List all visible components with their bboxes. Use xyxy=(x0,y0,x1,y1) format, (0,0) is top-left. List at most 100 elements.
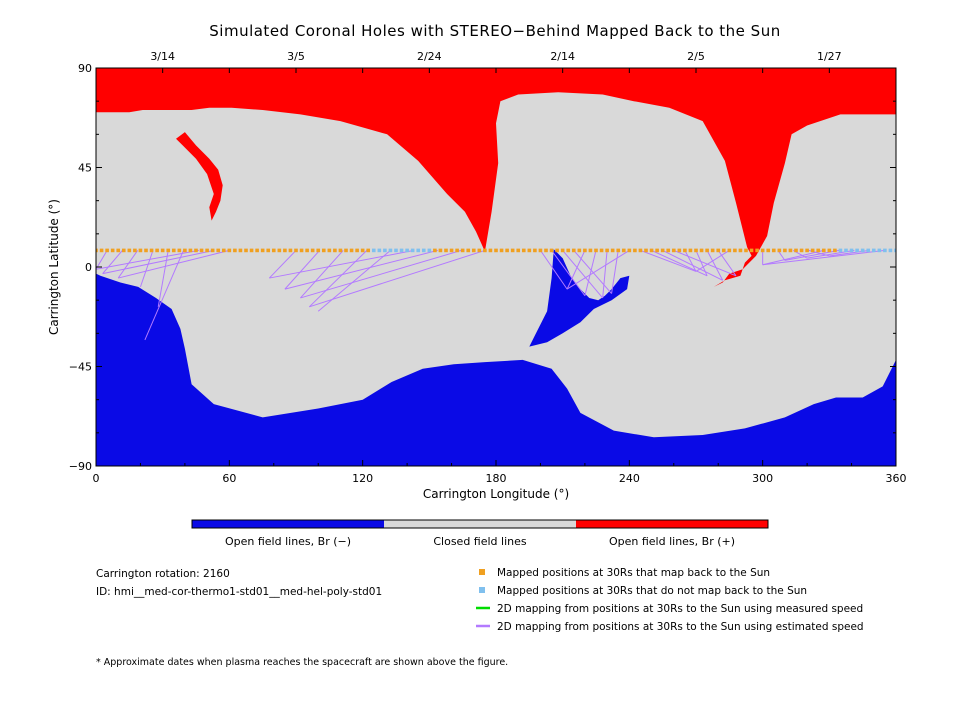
mapped-position-marker xyxy=(555,248,559,253)
colorbar-frame xyxy=(191,519,769,529)
mapped-position-marker xyxy=(810,248,815,253)
mapping-line xyxy=(706,250,724,281)
mapped-position-marker xyxy=(705,248,709,253)
mapped-position-marker xyxy=(605,248,609,253)
mapped-position-marker xyxy=(149,248,154,253)
mapped-position-marker xyxy=(827,248,832,253)
top-date-label: 3/14 xyxy=(150,50,175,63)
mapped-position-marker xyxy=(538,248,543,253)
footnote-text: * Approximate dates when plasma reaches … xyxy=(96,657,508,668)
mapped-position-marker xyxy=(766,248,771,253)
mapped-position-marker xyxy=(510,248,515,253)
mapped-position-marker xyxy=(238,248,243,253)
mapping-line xyxy=(695,250,708,277)
mapped-position-marker xyxy=(99,248,104,253)
mapped-position-marker xyxy=(783,248,787,253)
mapped-position-marker xyxy=(649,248,654,253)
equatorial-coronal-hole-negative xyxy=(529,249,630,347)
mapped-position-marker xyxy=(360,248,365,253)
x-tick-label: 60 xyxy=(222,472,236,485)
colorbar: Open field lines, Br (−) Closed field lin… xyxy=(191,519,769,548)
mapped-position-marker xyxy=(383,248,387,253)
mapped-position-marker xyxy=(666,248,671,253)
mapped-position-marker xyxy=(355,248,359,253)
mapped-position-marker xyxy=(160,248,165,253)
mapped-position-marker xyxy=(694,248,698,253)
mapped-position-marker xyxy=(105,248,109,253)
model-id-text: ID: hmi__med-cor-thermo1-std01__med-hel-… xyxy=(96,586,382,598)
x-tick-label: 300 xyxy=(752,472,773,485)
mapped-position-marker xyxy=(871,248,876,253)
mapped-position-marker xyxy=(466,248,471,253)
mapped-position-marker xyxy=(305,248,309,253)
mapped-position-marker xyxy=(733,248,737,253)
mapped-position-marker xyxy=(721,248,726,253)
top-date-label: 1/27 xyxy=(817,50,842,63)
mapped-position-marker xyxy=(610,248,615,253)
mapped-position-marker xyxy=(627,248,632,253)
mapping-line xyxy=(300,249,462,299)
legend-label: Mapped positions at 30Rs that map back t… xyxy=(497,567,770,579)
legend: Mapped positions at 30Rs that map back t… xyxy=(476,567,864,633)
mapped-position-marker xyxy=(849,248,854,253)
mapped-position-marker xyxy=(716,248,721,253)
legend-marker xyxy=(479,587,485,593)
mapping-line xyxy=(102,249,215,275)
mapped-position-marker xyxy=(744,248,748,253)
mapped-position-marker xyxy=(494,248,498,253)
legend-label: 2D mapping from positions at 30Rs to the… xyxy=(497,603,863,615)
mapped-position-marker xyxy=(388,248,393,253)
mapped-position-marker xyxy=(444,248,448,253)
mapped-position-marker xyxy=(121,248,126,253)
mapped-position-marker xyxy=(283,248,287,253)
mapping-line xyxy=(684,250,697,272)
mapped-position-marker xyxy=(621,248,626,253)
map-layers xyxy=(96,68,896,466)
mapped-position-marker xyxy=(371,248,376,253)
mapped-position-marker xyxy=(327,248,332,253)
mapping-line xyxy=(102,250,123,274)
mapped-position-marker xyxy=(860,248,865,253)
mapping-line xyxy=(566,249,630,290)
mapped-position-marker xyxy=(516,248,521,253)
colorbar-segment xyxy=(384,520,576,528)
mapping-line xyxy=(695,249,730,272)
mapped-position-marker xyxy=(805,248,809,253)
mapped-position-marker xyxy=(271,248,276,253)
y-tick-label: −45 xyxy=(69,361,92,374)
mapped-position-marker xyxy=(188,248,193,253)
mapped-position-marker xyxy=(755,248,759,253)
colorbar-label: Open field lines, Br (−) xyxy=(225,535,351,548)
mapped-position-marker xyxy=(683,248,687,253)
mapping-line xyxy=(717,250,737,277)
mapped-position-marker xyxy=(421,248,426,253)
mapped-position-marker xyxy=(344,248,348,253)
mapped-position-marker xyxy=(266,248,271,253)
mapping-line xyxy=(269,249,415,279)
mapped-position-marker xyxy=(455,248,459,253)
mapped-position-marker xyxy=(488,248,493,253)
mapping-line xyxy=(96,250,108,270)
top-date-label: 2/14 xyxy=(550,50,575,63)
mapping-line xyxy=(573,250,612,294)
mapped-position-marker xyxy=(227,248,232,253)
mapping-line xyxy=(118,249,230,279)
mapping-line xyxy=(139,250,154,288)
mapped-position-marker xyxy=(499,248,504,253)
x-tick-label: 0 xyxy=(93,472,100,485)
mapped-position-marker xyxy=(594,248,598,253)
mapped-position-marker xyxy=(644,248,648,253)
mapped-position-marker xyxy=(521,248,526,253)
mapped-position-marker xyxy=(144,248,148,253)
mapped-position-marker xyxy=(483,248,487,253)
mapped-position-marker xyxy=(571,248,576,253)
mapped-position-marker xyxy=(660,248,665,253)
legend-label: 2D mapping from positions at 30Rs to the… xyxy=(497,621,864,633)
mapped-position-marker xyxy=(166,248,171,253)
x-tick-label: 360 xyxy=(886,472,907,485)
mapped-position-marker xyxy=(133,248,137,253)
mapped-position-marker xyxy=(96,248,98,253)
mapped-position-marker xyxy=(794,248,798,253)
mapped-position-marker xyxy=(577,248,582,253)
mapped-position-marker xyxy=(110,248,115,253)
